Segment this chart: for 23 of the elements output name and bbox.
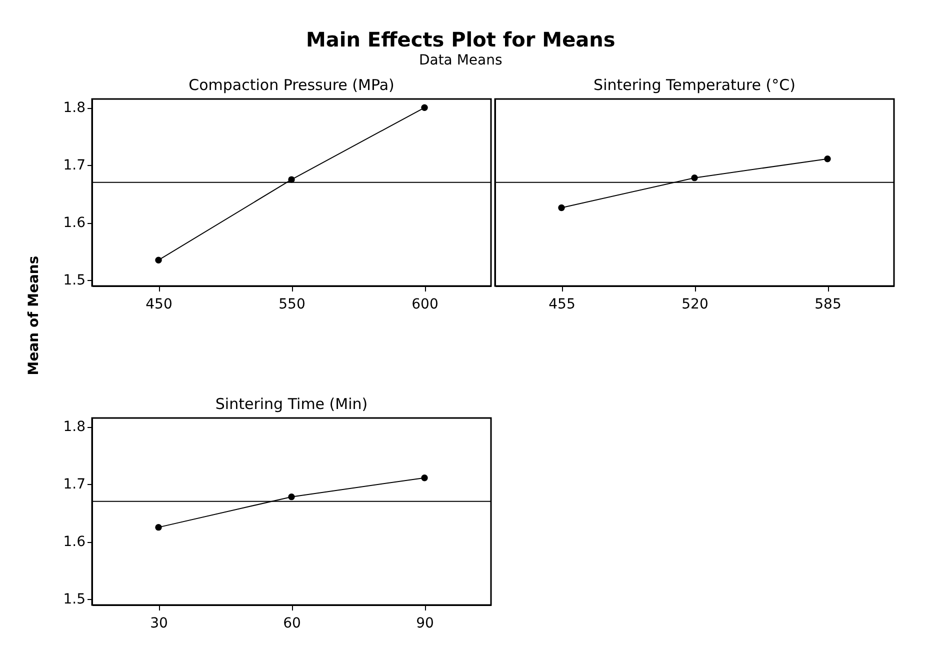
text: Main Effects Plot for Means xyxy=(306,27,616,52)
y-tick-label: 1.5 xyxy=(63,272,86,289)
x-tick-label: 60 xyxy=(283,616,301,632)
y-tick-label: 1.7 xyxy=(63,158,86,174)
chart-title: Compaction Pressure (MPa) xyxy=(188,76,394,94)
y-tick-label: 1.8 xyxy=(63,100,86,116)
y-tick-label: 1.6 xyxy=(63,215,86,232)
x-tick-label: 520 xyxy=(682,296,708,312)
x-tick-label: 455 xyxy=(548,296,576,312)
x-tick-label: 600 xyxy=(412,296,438,312)
x-tick-label: 450 xyxy=(146,296,172,312)
chart-title: Sintering Temperature (°C) xyxy=(594,76,796,94)
y-tick-label: 1.7 xyxy=(63,476,86,493)
chart-title: Sintering Time (Min) xyxy=(215,395,368,413)
y-tick-label: 1.8 xyxy=(63,419,86,436)
y-tick-label: 1.5 xyxy=(63,592,86,608)
x-tick-label: 550 xyxy=(278,296,306,312)
x-tick-label: 90 xyxy=(416,616,434,632)
y-axis-title: Mean of Means xyxy=(26,256,42,376)
x-tick-label: 585 xyxy=(814,296,842,312)
text: Data Means xyxy=(418,52,502,68)
x-tick-label: 30 xyxy=(150,616,168,632)
y-tick-label: 1.6 xyxy=(63,534,86,550)
